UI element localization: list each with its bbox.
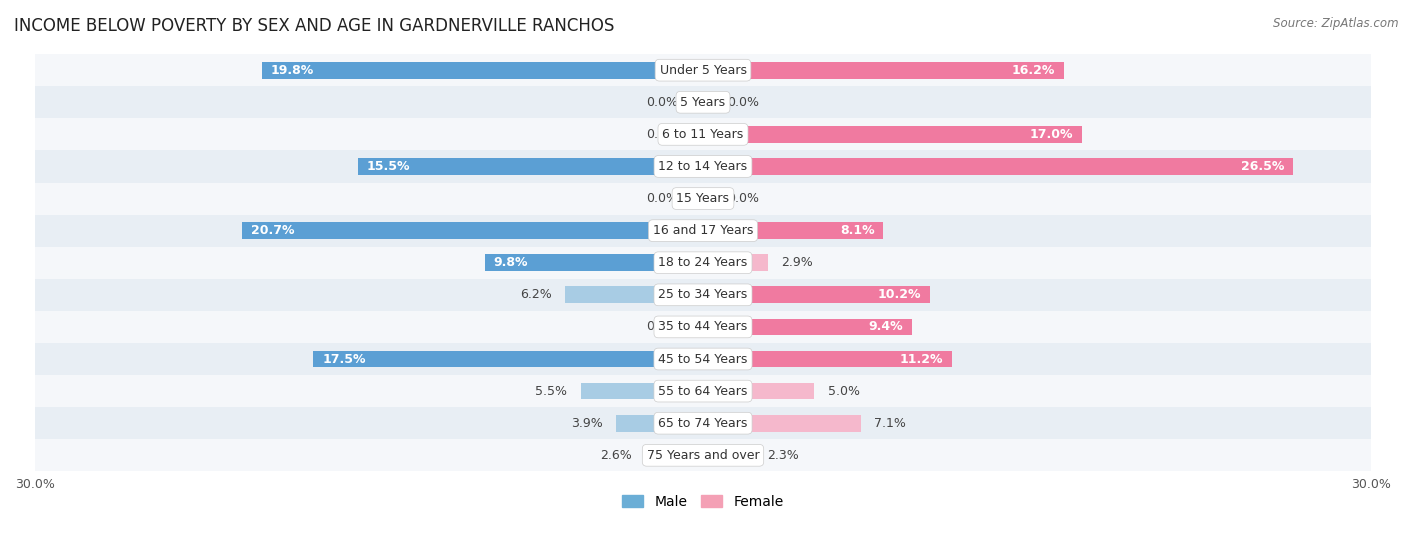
Text: 6.2%: 6.2% [520, 288, 551, 301]
Legend: Male, Female: Male, Female [617, 489, 789, 514]
Bar [703, 94, 714, 111]
Text: 7.1%: 7.1% [875, 416, 907, 430]
Bar [703, 447, 754, 463]
Text: 35 to 44 Years: 35 to 44 Years [658, 320, 748, 333]
Bar [359, 158, 703, 175]
Bar [703, 383, 814, 400]
Text: 65 to 74 Years: 65 to 74 Years [658, 416, 748, 430]
Bar [616, 415, 703, 432]
Bar [485, 254, 703, 271]
Text: 55 to 64 Years: 55 to 64 Years [658, 385, 748, 397]
Text: 17.5%: 17.5% [322, 353, 366, 366]
Bar [692, 319, 703, 335]
Bar [703, 350, 952, 367]
Text: 16.2%: 16.2% [1011, 64, 1054, 77]
Text: 20.7%: 20.7% [250, 224, 294, 237]
Bar [35, 407, 1371, 439]
Bar [565, 286, 703, 303]
Bar [242, 222, 703, 239]
Bar [703, 62, 1064, 78]
Bar [703, 158, 1294, 175]
Text: 25 to 34 Years: 25 to 34 Years [658, 288, 748, 301]
Text: 75 Years and over: 75 Years and over [647, 449, 759, 462]
Bar [314, 350, 703, 367]
Bar [703, 222, 883, 239]
Bar [616, 415, 703, 432]
Bar [485, 254, 703, 271]
Bar [703, 286, 931, 303]
Bar [703, 126, 1081, 143]
Text: 5 Years: 5 Years [681, 96, 725, 109]
Text: INCOME BELOW POVERTY BY SEX AND AGE IN GARDNERVILLE RANCHOS: INCOME BELOW POVERTY BY SEX AND AGE IN G… [14, 17, 614, 35]
Bar [35, 150, 1371, 182]
Text: 11.2%: 11.2% [900, 353, 943, 366]
Text: 3.9%: 3.9% [571, 416, 603, 430]
Text: 5.5%: 5.5% [536, 385, 567, 397]
Text: 16 and 17 Years: 16 and 17 Years [652, 224, 754, 237]
Bar [35, 375, 1371, 407]
Bar [692, 94, 703, 111]
Bar [581, 383, 703, 400]
Bar [35, 439, 1371, 471]
Text: 2.9%: 2.9% [780, 256, 813, 269]
Bar [35, 311, 1371, 343]
Bar [35, 54, 1371, 86]
Bar [581, 383, 703, 400]
Text: 0.0%: 0.0% [647, 192, 679, 205]
Text: 8.1%: 8.1% [839, 224, 875, 237]
Bar [645, 447, 703, 463]
Text: 6 to 11 Years: 6 to 11 Years [662, 128, 744, 141]
Bar [703, 415, 860, 432]
Text: 12 to 14 Years: 12 to 14 Years [658, 160, 748, 173]
Text: 10.2%: 10.2% [877, 288, 921, 301]
Bar [35, 182, 1371, 215]
Text: 2.6%: 2.6% [600, 449, 631, 462]
Text: 9.8%: 9.8% [494, 256, 529, 269]
Bar [262, 62, 703, 78]
Bar [565, 286, 703, 303]
Bar [262, 62, 703, 78]
Bar [35, 343, 1371, 375]
Text: 0.0%: 0.0% [647, 128, 679, 141]
Text: 0.0%: 0.0% [647, 320, 679, 333]
Text: 45 to 54 Years: 45 to 54 Years [658, 353, 748, 366]
Text: 0.0%: 0.0% [647, 96, 679, 109]
Text: 5.0%: 5.0% [828, 385, 859, 397]
Bar [35, 86, 1371, 119]
Text: 0.0%: 0.0% [727, 96, 759, 109]
Bar [703, 190, 714, 207]
Text: 17.0%: 17.0% [1029, 128, 1073, 141]
Bar [703, 254, 768, 271]
Text: 15.5%: 15.5% [367, 160, 411, 173]
Text: 15 Years: 15 Years [676, 192, 730, 205]
Bar [242, 222, 703, 239]
Bar [35, 247, 1371, 279]
Bar [692, 190, 703, 207]
Bar [314, 350, 703, 367]
Bar [692, 126, 703, 143]
Bar [703, 319, 912, 335]
Text: 18 to 24 Years: 18 to 24 Years [658, 256, 748, 269]
Bar [35, 215, 1371, 247]
Text: 0.0%: 0.0% [727, 192, 759, 205]
Text: Under 5 Years: Under 5 Years [659, 64, 747, 77]
Bar [35, 279, 1371, 311]
Text: 19.8%: 19.8% [271, 64, 314, 77]
Text: 9.4%: 9.4% [869, 320, 904, 333]
Bar [35, 119, 1371, 150]
Bar [359, 158, 703, 175]
Text: Source: ZipAtlas.com: Source: ZipAtlas.com [1274, 17, 1399, 30]
Bar [645, 447, 703, 463]
Text: 2.3%: 2.3% [768, 449, 800, 462]
Text: 26.5%: 26.5% [1241, 160, 1284, 173]
